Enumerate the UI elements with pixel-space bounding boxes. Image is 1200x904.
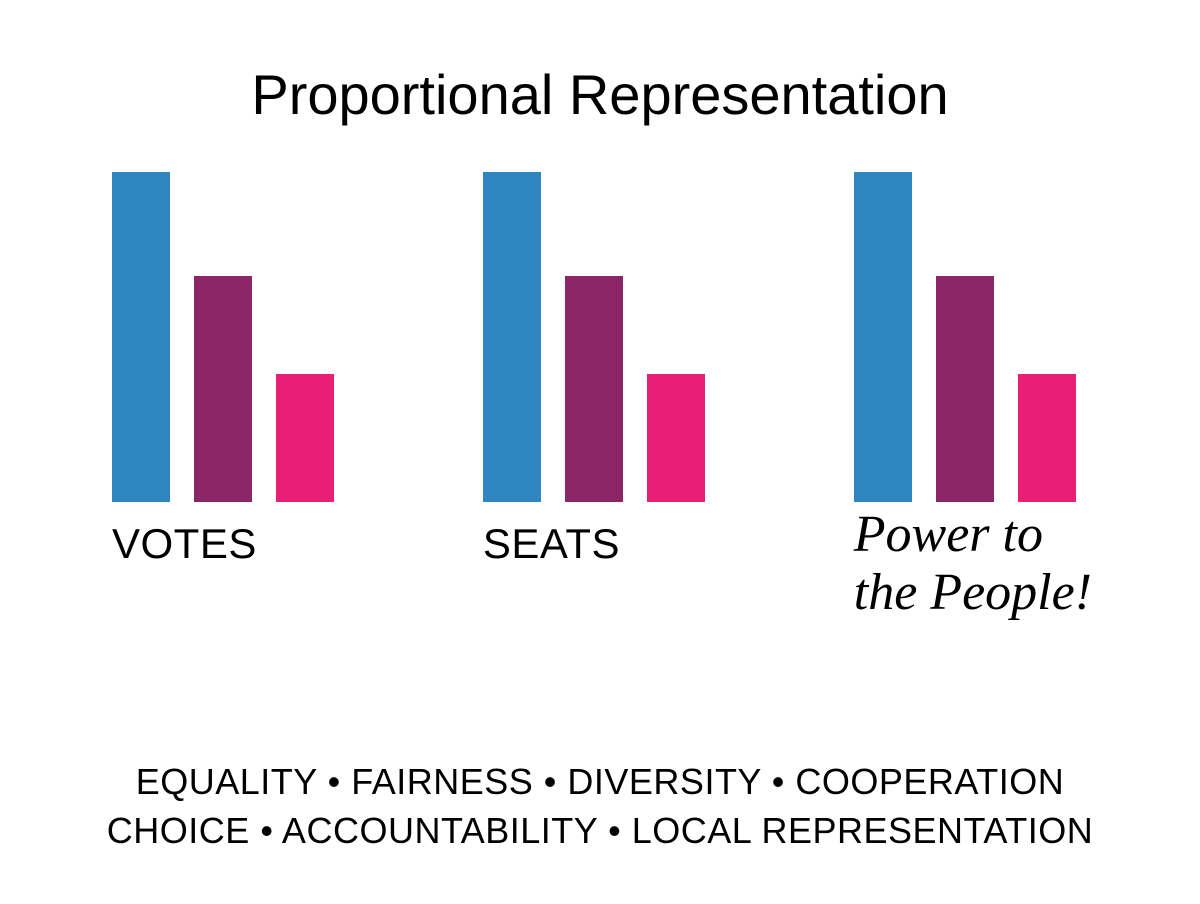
footer-line-2: CHOICE • ACCOUNTABILITY • LOCAL REPRESEN…: [107, 807, 1093, 856]
label-seats: SEATS: [483, 520, 620, 568]
chart-power: Power to the People!: [854, 172, 1092, 622]
bar-purple: [194, 276, 252, 502]
bar-purple: [936, 276, 994, 502]
bar-pink: [1018, 374, 1076, 502]
chart-votes: VOTES: [112, 172, 334, 622]
bar-blue: [854, 172, 912, 502]
bar-pink: [276, 374, 334, 502]
chart-seats: SEATS: [483, 172, 705, 622]
footer-line-1: EQUALITY • FAIRNESS • DIVERSITY • COOPER…: [107, 758, 1093, 807]
bars-votes: [112, 172, 334, 502]
bar-purple: [565, 276, 623, 502]
bars-power: [854, 172, 1076, 502]
bar-blue: [112, 172, 170, 502]
label-power: Power to the People!: [854, 506, 1092, 622]
charts-row: VOTES SEATS Power to the People!: [0, 172, 1200, 622]
footer-values: EQUALITY • FAIRNESS • DIVERSITY • COOPER…: [107, 758, 1093, 855]
label-votes: VOTES: [112, 520, 257, 568]
bar-blue: [483, 172, 541, 502]
page-title: Proportional Representation: [251, 62, 948, 127]
bar-pink: [647, 374, 705, 502]
bars-seats: [483, 172, 705, 502]
